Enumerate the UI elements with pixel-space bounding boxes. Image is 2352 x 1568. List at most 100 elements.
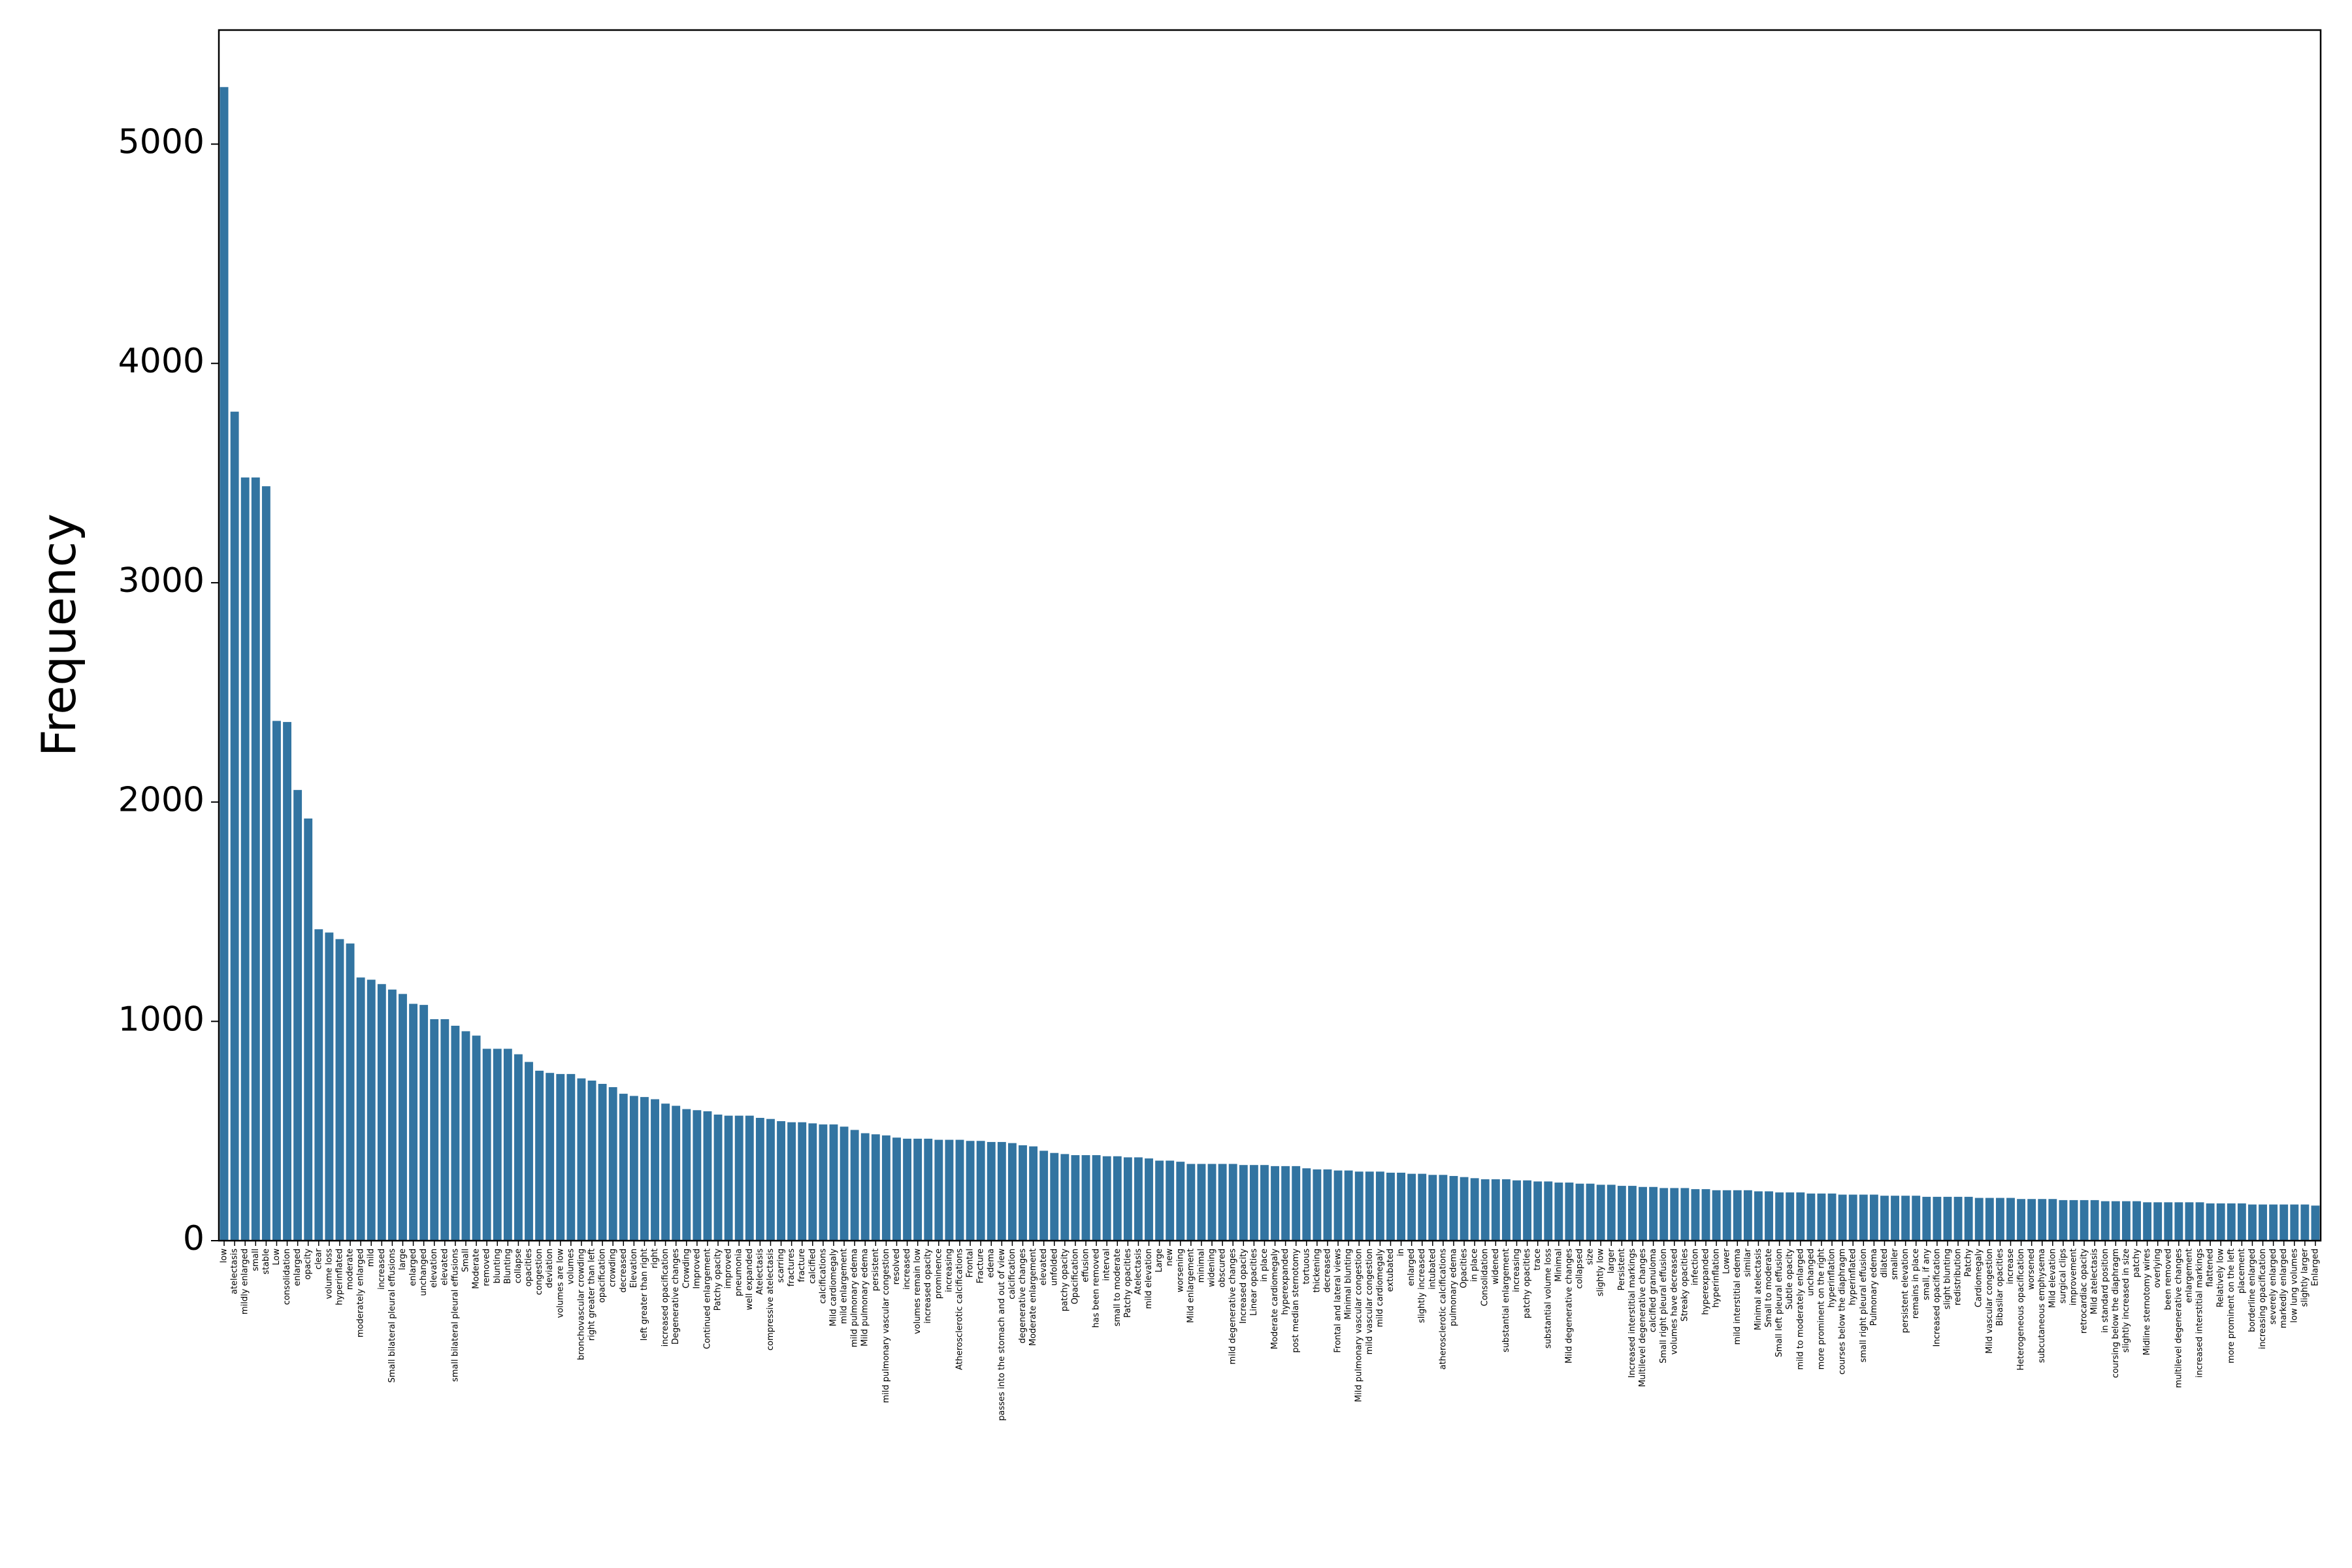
bar [2038, 1199, 2047, 1241]
x-tick-label: low [220, 1249, 229, 1264]
x-tick-label: Increased opacity [1239, 1249, 1249, 1324]
x-tick-label: compressive atelectasis [766, 1249, 776, 1350]
bar [724, 1115, 733, 1241]
x-tick-label: Enlarged [2310, 1249, 2320, 1286]
x-tick-label: mild elevation [1144, 1249, 1154, 1309]
x-tick-label: in place [1470, 1249, 1480, 1282]
x-tick-label: calcification [1007, 1249, 1017, 1299]
bar [997, 1141, 1006, 1241]
bar [1974, 1198, 1984, 1241]
bar [1197, 1164, 1206, 1241]
x-tick-label: multilevel degenerative changes [2174, 1249, 2183, 1388]
bar [1019, 1145, 1027, 1241]
x-tick-label: Lower [1722, 1248, 1732, 1274]
x-tick-label: Minimal [1554, 1249, 1563, 1282]
bar [2069, 1200, 2078, 1241]
bar [850, 1130, 859, 1241]
bar [1344, 1170, 1353, 1241]
x-tick-label: slightly larger [2300, 1248, 2310, 1307]
x-tick-label: slightly low [1596, 1249, 1606, 1297]
bar [787, 1122, 796, 1241]
bar [629, 1096, 638, 1241]
x-tick-label: patchy opacities [1522, 1249, 1532, 1318]
x-tick-label: large [398, 1249, 408, 1270]
x-tick-label: dilated [1880, 1249, 1889, 1278]
bar [1901, 1196, 1910, 1241]
x-tick-label: Continued enlargement [702, 1249, 712, 1349]
x-tick-label: hyperexpanded [1701, 1249, 1711, 1315]
bar [1418, 1173, 1427, 1241]
bar [2006, 1198, 2015, 1241]
bar [1827, 1193, 1837, 1241]
bar [2132, 1201, 2141, 1241]
bar [2216, 1203, 2225, 1241]
bar [1691, 1189, 1700, 1241]
x-tick-label: Frontal and lateral views [1333, 1249, 1343, 1353]
bar [1649, 1186, 1658, 1241]
bar [2259, 1204, 2267, 1241]
bar [1754, 1191, 1763, 1241]
x-tick-label: Moderate [472, 1249, 482, 1289]
y-tick-label: 0 [183, 1219, 204, 1258]
x-tick-label: Small right pleural effusion [1659, 1249, 1669, 1364]
bar [1375, 1171, 1384, 1241]
x-tick-label: slightly increased in size [2121, 1249, 2131, 1352]
bar [325, 932, 334, 1241]
x-tick-label: congestion [534, 1249, 544, 1295]
x-tick-label: collapsed [1575, 1249, 1585, 1289]
x-tick-label: Atelectasis [755, 1249, 765, 1295]
bar [808, 1123, 817, 1241]
x-tick-label: opacification [598, 1249, 608, 1303]
bar [2143, 1202, 2152, 1241]
x-tick-label: volume loss [324, 1249, 334, 1299]
x-tick-label: decreased [1322, 1249, 1332, 1292]
x-tick-label: subcutaneous emphysema [2037, 1249, 2047, 1363]
bar [2164, 1202, 2173, 1241]
bar [1554, 1183, 1563, 1241]
x-tick-label: Multilevel degenerative changes [1638, 1249, 1648, 1387]
x-tick-label: Fracture [976, 1249, 986, 1283]
bar [1166, 1160, 1175, 1241]
x-tick-label: Subtle opacity [1785, 1249, 1795, 1310]
bar [1302, 1168, 1311, 1241]
x-tick-label: enlarged [408, 1249, 418, 1286]
bar [1670, 1188, 1679, 1241]
bar [1765, 1191, 1773, 1241]
bar [1354, 1171, 1364, 1241]
x-tick-label: Small to moderate [1764, 1249, 1774, 1328]
x-tick-label: well expanded [745, 1249, 755, 1310]
bar [1470, 1178, 1479, 1241]
bar [777, 1121, 785, 1241]
x-tick-label: Pulmonary edema [1869, 1249, 1879, 1326]
bar [1439, 1175, 1448, 1241]
bar [1460, 1177, 1469, 1241]
bar [1228, 1164, 1237, 1241]
x-tick-label: infection [1690, 1249, 1700, 1285]
x-tick-label: bronchovascular crowding [576, 1249, 586, 1360]
x-tick-label: Increased interstitial markings [1627, 1249, 1637, 1378]
bar [1039, 1151, 1049, 1241]
bar [2111, 1201, 2120, 1241]
bar [640, 1097, 649, 1241]
x-tick-label: increased [377, 1249, 387, 1290]
bar [451, 1026, 460, 1241]
bar [693, 1110, 702, 1241]
x-tick-label: volumes remain low [913, 1249, 923, 1334]
bar [1596, 1184, 1605, 1241]
bar [703, 1111, 712, 1241]
x-tick-label: mildly enlarged [240, 1249, 250, 1315]
bar [2090, 1200, 2099, 1241]
x-tick-label: mild [367, 1249, 376, 1267]
bar [1943, 1196, 1952, 1241]
x-tick-label: mild enlargement [840, 1249, 849, 1324]
x-tick-label: increased opacity [923, 1249, 933, 1324]
x-tick-label: increasing [944, 1249, 954, 1292]
x-tick-label: Consolidation [1480, 1249, 1490, 1306]
bar [1071, 1155, 1080, 1241]
bar [934, 1139, 943, 1241]
bar [608, 1087, 617, 1241]
bar [1586, 1183, 1595, 1241]
x-tick-label: Mild pulmonary vascular congestion [1354, 1249, 1364, 1402]
bar [1933, 1196, 1942, 1241]
